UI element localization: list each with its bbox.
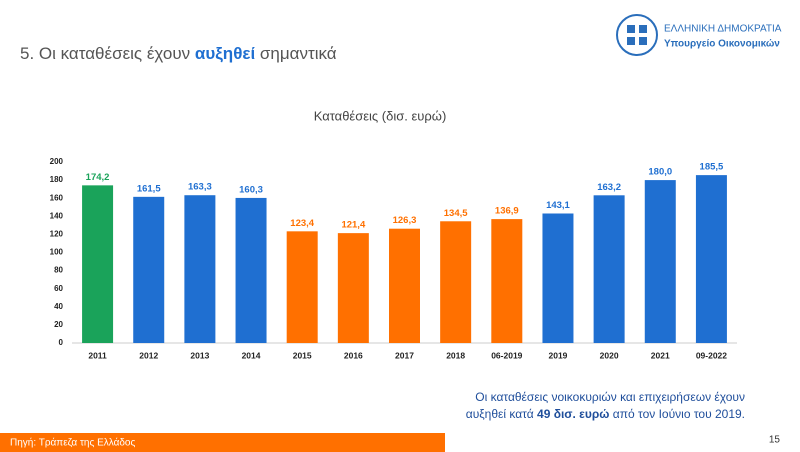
x-tick-label: 2018 <box>446 350 465 360</box>
y-tick-label: 40 <box>54 302 63 311</box>
value-label: 161,5 <box>137 183 161 194</box>
y-tick-label: 0 <box>59 338 64 347</box>
y-tick-label: 60 <box>54 284 63 293</box>
note-part: από τον Ιούνιο του 2019. <box>613 407 745 421</box>
value-label: 163,2 <box>597 182 621 193</box>
y-tick-label: 200 <box>50 157 64 166</box>
note: Οι καταθέσεις νοικοκυριών και επιχειρήσε… <box>475 390 745 404</box>
note: αυξηθεί κατά 49 δισ. ευρώ από τον Ιούνιο… <box>466 407 745 421</box>
x-tick-label: 2012 <box>139 350 158 360</box>
logo-text: ΕΛΛΗΝΙΚΗ ΔΗΜΟΚΡΑΤΙΑ <box>664 24 782 35</box>
bar <box>133 196 165 343</box>
value-label: 123,4 <box>290 218 314 229</box>
x-tick-label: 09-2022 <box>696 350 727 360</box>
bar <box>389 228 420 343</box>
y-tick-label: 120 <box>50 230 64 239</box>
x-tick-label: 2020 <box>600 350 619 360</box>
logo <box>616 14 658 56</box>
x-tick-label: 2017 <box>395 350 414 360</box>
bar <box>644 180 676 343</box>
bar <box>593 195 625 343</box>
note-bold: 49 δισ. ευρώ <box>537 407 609 421</box>
value-label: 121,4 <box>341 220 365 231</box>
y-tick-label: 80 <box>54 266 63 275</box>
value-label: 126,3 <box>393 215 417 226</box>
title-highlight: αυξηθεί <box>195 44 256 63</box>
emblem <box>627 33 647 37</box>
y-tick-label: 180 <box>50 175 64 184</box>
title-part: 5. Οι καταθέσεις έχουν <box>20 44 190 63</box>
bar <box>82 185 114 343</box>
x-tick-label: 2013 <box>190 350 209 360</box>
y-tick-label: 140 <box>50 211 64 220</box>
emblem <box>616 14 658 56</box>
bar <box>337 233 369 343</box>
y-tick-label: 20 <box>54 320 63 329</box>
x-tick-label: 2014 <box>242 350 261 360</box>
y-tick-label: 100 <box>50 248 64 257</box>
x-tick-label: 2019 <box>549 350 568 360</box>
value-label: 174,2 <box>86 172 110 183</box>
bar <box>695 175 727 343</box>
x-tick-label: 2021 <box>651 350 670 360</box>
bar <box>286 231 318 343</box>
bar <box>440 221 472 343</box>
x-tick-label: 2011 <box>88 350 107 360</box>
logo-text: Υπουργείο Οικονομικών <box>664 39 780 50</box>
bar <box>235 197 267 343</box>
x-tick-label: 2015 <box>293 350 312 360</box>
x-tick-label: 2016 <box>344 350 363 360</box>
value-label: 163,3 <box>188 182 212 193</box>
slide-title: 5. Οι καταθέσεις έχουν αυξηθεί σημαντικά <box>20 44 337 63</box>
source: Πηγή: Τράπεζα της Ελλάδος <box>10 437 135 449</box>
bar <box>542 213 574 343</box>
value-label: 134,5 <box>444 208 468 219</box>
value-label: 185,5 <box>700 162 724 173</box>
bar <box>184 195 216 343</box>
value-label: 180,0 <box>648 167 672 178</box>
x-tick-label: 06-2019 <box>491 350 522 360</box>
page-number: 15 <box>769 435 781 446</box>
value-label: 160,3 <box>239 184 263 195</box>
title-part: σημαντικά <box>260 44 337 63</box>
y-tick-label: 160 <box>50 193 64 202</box>
chart-title: Καταθέσεις (δισ. ευρώ) <box>314 108 447 123</box>
value-label: 136,9 <box>495 206 519 217</box>
value-label: 143,1 <box>546 200 570 211</box>
note-part: αυξηθεί κατά <box>466 407 534 421</box>
bar <box>491 219 523 343</box>
footer-bar <box>0 433 445 452</box>
